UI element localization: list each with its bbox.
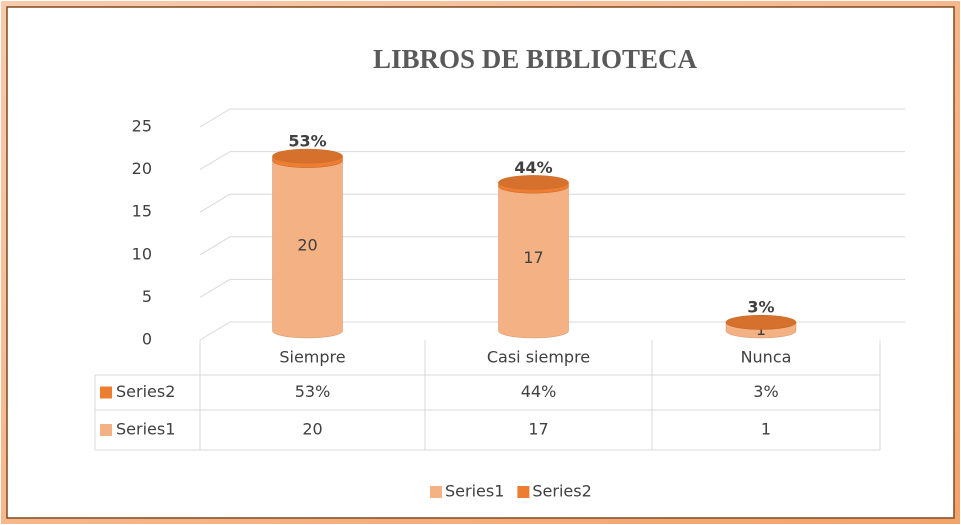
x-tick-label: Nunca xyxy=(741,348,792,367)
data-table: Series2 53% 44% 3% Series1 20 17 1 xyxy=(94,340,881,451)
legend-swatch xyxy=(100,424,112,436)
cylinder-top xyxy=(498,175,569,190)
data-label: 1 xyxy=(756,320,766,339)
grid-line xyxy=(199,236,905,256)
data-label: 17 xyxy=(523,248,543,267)
legend-swatch xyxy=(517,486,530,498)
table-cell: 3% xyxy=(753,382,778,401)
cylinder xyxy=(272,148,343,168)
grid-line xyxy=(199,278,905,298)
cylinder-body xyxy=(498,185,569,339)
cylinder-top xyxy=(725,314,797,330)
table-cell: 1 xyxy=(761,420,771,439)
data-label: 44% xyxy=(514,158,552,177)
legend-label: Series1 xyxy=(445,482,504,501)
legend-label: Series2 xyxy=(532,482,591,501)
grid-line xyxy=(199,108,905,128)
legend-swatch xyxy=(100,386,112,399)
chart-title: LIBROS DE BIBLIOTECA xyxy=(373,44,698,74)
x-tick-label: Siempre xyxy=(279,348,345,367)
table-cell: 17 xyxy=(528,420,548,439)
table-row-label: Series1 xyxy=(116,420,175,439)
y-tick-label: 10 xyxy=(132,244,152,263)
table-cell: 20 xyxy=(302,420,322,439)
data-label: 20 xyxy=(297,235,317,254)
data-label: 53% xyxy=(288,132,326,151)
table-cell: 53% xyxy=(295,382,331,401)
cylinder-top xyxy=(272,148,343,164)
x-tick-label: Casi siempre xyxy=(487,348,590,367)
y-tick-label: 20 xyxy=(132,159,152,178)
grid-line xyxy=(199,321,905,341)
cylinder xyxy=(498,175,569,194)
cylinder-body xyxy=(272,160,343,339)
data-label: 3% xyxy=(747,298,774,317)
table-cell: 44% xyxy=(521,382,557,401)
table-row-label: Series2 xyxy=(116,382,175,401)
grid-line xyxy=(199,151,905,171)
grid-line xyxy=(199,193,905,213)
legend-swatch xyxy=(430,486,442,498)
y-tick-label: 5 xyxy=(142,287,152,306)
y-tick-label: 25 xyxy=(132,117,152,136)
plot-area xyxy=(6,6,955,519)
cylinder xyxy=(725,314,797,330)
y-tick-label: 0 xyxy=(142,330,152,349)
y-tick-label: 15 xyxy=(132,202,152,221)
